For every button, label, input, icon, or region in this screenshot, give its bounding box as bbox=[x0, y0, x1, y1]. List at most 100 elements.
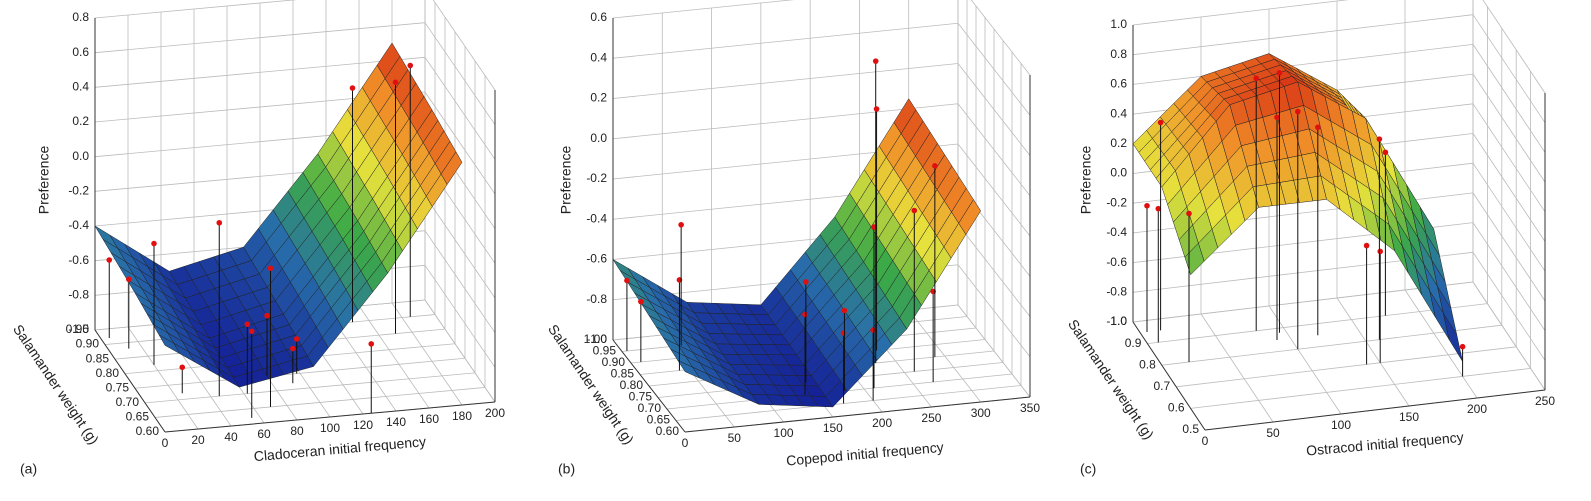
x-tick-label: 120 bbox=[353, 418, 373, 432]
y-tick-label: 0.9 bbox=[1125, 336, 1142, 350]
y-tick-label: 0.85 bbox=[86, 351, 110, 365]
grid-line bbox=[432, 0, 496, 91]
axis-line bbox=[684, 396, 1031, 433]
data-point bbox=[1186, 210, 1192, 217]
data-point bbox=[678, 221, 684, 228]
z-tick-label: 0.4 bbox=[590, 50, 607, 64]
data-point bbox=[1144, 202, 1150, 209]
data-point bbox=[1155, 205, 1162, 212]
grid-line bbox=[1472, 44, 1546, 153]
x-tick-label: 0 bbox=[162, 436, 169, 450]
z-tick-label: 0.0 bbox=[72, 149, 89, 163]
grid-line bbox=[424, 195, 496, 299]
data-point bbox=[638, 298, 644, 305]
x-tick-label: 50 bbox=[1266, 426, 1280, 440]
grid-line bbox=[1200, 313, 1274, 423]
data-point bbox=[624, 277, 630, 284]
panel: 0 20 40 60 80 100 120 140 160 180 2000.600.650.700… bbox=[10, 0, 505, 477]
z-tick-label: 0.6 bbox=[72, 45, 89, 59]
y-tick-label: 0.8 bbox=[1139, 357, 1156, 371]
grid-line bbox=[144, 372, 476, 404]
axis-line bbox=[1132, 321, 1206, 431]
grid-line bbox=[127, 326, 199, 430]
x-tick-label: 250 bbox=[921, 411, 941, 425]
data-point bbox=[1363, 242, 1370, 249]
z-tick-label: 0.6 bbox=[590, 10, 607, 24]
z-tick-label: -1.0 bbox=[1106, 314, 1127, 328]
x-tick-label: 300 bbox=[971, 406, 991, 420]
panel: 0 50 100 150 200 250 300 3500.600.650.700.750.8… bbox=[545, 0, 1040, 477]
data-point bbox=[802, 311, 808, 318]
data-point bbox=[248, 328, 255, 335]
grid-line bbox=[957, 224, 1031, 317]
z-tick-label: -0.8 bbox=[586, 292, 607, 306]
data-point bbox=[126, 276, 132, 283]
grid-line bbox=[424, 299, 496, 403]
data-point bbox=[106, 257, 113, 263]
data-point bbox=[216, 219, 223, 226]
y-tick-label: 0.7 bbox=[1154, 379, 1171, 393]
y-tick-label: 0.85 bbox=[611, 367, 635, 381]
y-tick-label: 0.90 bbox=[76, 337, 100, 351]
data-point bbox=[841, 307, 848, 314]
z-tick-label: -0.6 bbox=[1106, 255, 1127, 269]
x-tick-label: 100 bbox=[774, 426, 794, 440]
axis-line bbox=[612, 339, 686, 433]
grid-line bbox=[391, 302, 463, 406]
grid-line bbox=[1472, 162, 1546, 272]
y-tick-label: 0.6 bbox=[1168, 401, 1185, 415]
y-tick-label: 0.65 bbox=[126, 410, 150, 424]
data-point bbox=[1376, 136, 1383, 142]
z-tick-label: -0.2 bbox=[68, 184, 89, 198]
z-tick-label: -0.4 bbox=[68, 218, 89, 232]
x-tick-label: 60 bbox=[257, 427, 271, 441]
grid-line bbox=[1482, 0, 1546, 94]
x-tick-label: 180 bbox=[452, 409, 472, 423]
data-point bbox=[840, 330, 847, 336]
z-axis-label: Preference bbox=[1078, 146, 1094, 215]
z-tick-label: -0.4 bbox=[586, 211, 607, 225]
z-tick-label: -0.6 bbox=[586, 252, 607, 266]
z-tick-label: 0.4 bbox=[1110, 106, 1127, 120]
data-point bbox=[872, 58, 879, 64]
axis-line bbox=[164, 401, 496, 433]
grid-line bbox=[94, 56, 426, 88]
x-tick-label: 100 bbox=[1331, 418, 1351, 432]
z-axis-label: Preference bbox=[558, 146, 574, 215]
grid-line bbox=[1472, 252, 1546, 361]
panel-label: (b) bbox=[558, 461, 575, 477]
y-tick-label: 0.5 bbox=[1182, 422, 1199, 436]
grid-line bbox=[612, 0, 795, 19]
z-tick-label: 0.2 bbox=[72, 114, 89, 128]
y-tick-label: 0.70 bbox=[116, 395, 140, 409]
data-point bbox=[1276, 70, 1283, 76]
x-tick-label: 200 bbox=[1467, 402, 1487, 416]
x-tick-label: 160 bbox=[419, 412, 439, 426]
data-point bbox=[803, 279, 809, 285]
grid-line bbox=[957, 63, 1031, 156]
data-point bbox=[932, 163, 938, 169]
grid-line bbox=[1404, 289, 1478, 399]
data-point bbox=[911, 207, 918, 214]
z-tick-label: -0.8 bbox=[68, 288, 89, 302]
x-tick-label: 150 bbox=[823, 421, 843, 435]
grid-line bbox=[94, 22, 426, 54]
grid-line bbox=[1132, 0, 1349, 26]
y-tick-label: 1.00 bbox=[584, 332, 608, 346]
axis-line bbox=[94, 329, 166, 433]
grid-line bbox=[612, 22, 959, 59]
data-point bbox=[368, 341, 375, 347]
grid-line bbox=[1132, 281, 1474, 323]
data-point bbox=[264, 312, 270, 319]
grid-line bbox=[1472, 73, 1546, 183]
grid-line bbox=[612, 63, 959, 99]
y-tick-label: 0.75 bbox=[106, 380, 130, 394]
grid-line bbox=[1472, 14, 1546, 123]
x-tick-label: 250 bbox=[1535, 394, 1555, 408]
z-tick-label: 0.0 bbox=[1110, 166, 1127, 180]
y-tick-label: 0.60 bbox=[136, 424, 160, 438]
data-point bbox=[1274, 114, 1280, 121]
y-tick-label: 0.70 bbox=[638, 401, 662, 415]
surface-cell bbox=[958, 199, 982, 235]
grid-line bbox=[94, 0, 298, 19]
